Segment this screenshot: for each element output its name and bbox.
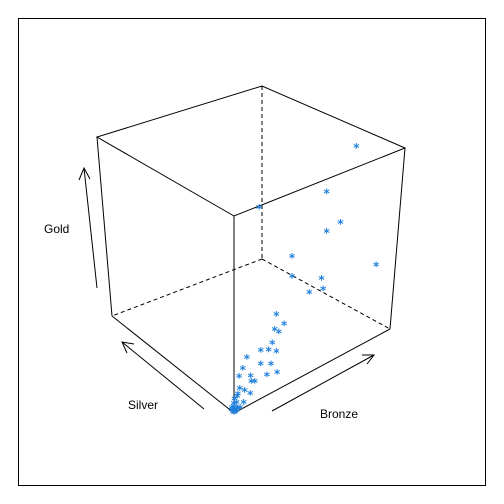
y-axis-arrow [121, 341, 205, 410]
data-point: * [244, 352, 251, 366]
data-point: * [289, 271, 296, 285]
data-point: * [234, 391, 241, 405]
data-point: * [272, 324, 279, 338]
cube-edge-back-left [111, 258, 263, 317]
plot-frame [18, 18, 486, 486]
data-point: * [274, 367, 281, 381]
data-point: * [240, 363, 247, 377]
data-point: * [306, 287, 313, 301]
cube-hidden-edges [111, 86, 391, 330]
z-axis-arrow [78, 166, 98, 289]
data-point: * [234, 403, 241, 417]
data-point: * [337, 217, 344, 231]
data-point: * [323, 187, 330, 201]
cube-edge-right-vertical [389, 147, 406, 330]
data-point: * [264, 369, 271, 383]
data-point: * [373, 259, 380, 273]
data-point: * [229, 402, 236, 416]
data-point: * [248, 376, 255, 390]
data-point: * [230, 406, 237, 420]
data-point: * [236, 371, 243, 385]
data-point: * [265, 345, 272, 359]
axis-arrows [78, 166, 376, 412]
data-point: * [231, 407, 238, 421]
cube-edge-back-right [261, 258, 391, 330]
x-axis-label: Bronze [320, 407, 358, 421]
data-point: * [235, 389, 242, 403]
data-point: * [233, 397, 240, 411]
data-point: * [276, 327, 283, 341]
cube-edge-bottom-left [111, 315, 235, 414]
data-point: * [258, 359, 265, 373]
data-point: * [237, 402, 244, 416]
data-point: * [273, 309, 280, 323]
data-point: * [231, 405, 238, 419]
data-point: * [242, 385, 249, 399]
data-point: * [234, 405, 241, 419]
data-point: * [269, 338, 276, 352]
data-point: * [237, 383, 244, 397]
data-point: * [281, 318, 288, 332]
data-point: * [323, 226, 330, 240]
data-point: * [241, 397, 248, 411]
data-point: * [252, 376, 259, 390]
cube-visible-edges [95, 85, 407, 414]
data-point: * [247, 388, 254, 402]
data-point: * [273, 346, 280, 360]
data-point: * [320, 284, 327, 298]
data-point: * [231, 393, 238, 407]
data-point: * [247, 371, 254, 385]
data-point: * [228, 405, 235, 419]
z-axis-label: Gold [44, 222, 69, 236]
data-point: * [231, 407, 238, 421]
data-point: * [289, 251, 296, 265]
cube-edge-bottom-right [233, 328, 391, 414]
data-point: * [232, 406, 239, 420]
data-point: * [268, 358, 275, 372]
data-point: * [232, 401, 239, 415]
cube-edge-left-vertical [96, 136, 113, 317]
y-axis-label: Silver [128, 398, 158, 412]
data-point: * [256, 202, 263, 216]
data-points: ******* ****** **** ** ** * ******* ** ***** *** *… [228, 141, 380, 421]
data-point: * [353, 141, 360, 155]
data-point: * [233, 404, 240, 418]
data-point: * [318, 273, 325, 287]
data-point: * [258, 345, 265, 359]
data-point: * [231, 398, 238, 412]
x-axis-arrow [271, 354, 376, 412]
